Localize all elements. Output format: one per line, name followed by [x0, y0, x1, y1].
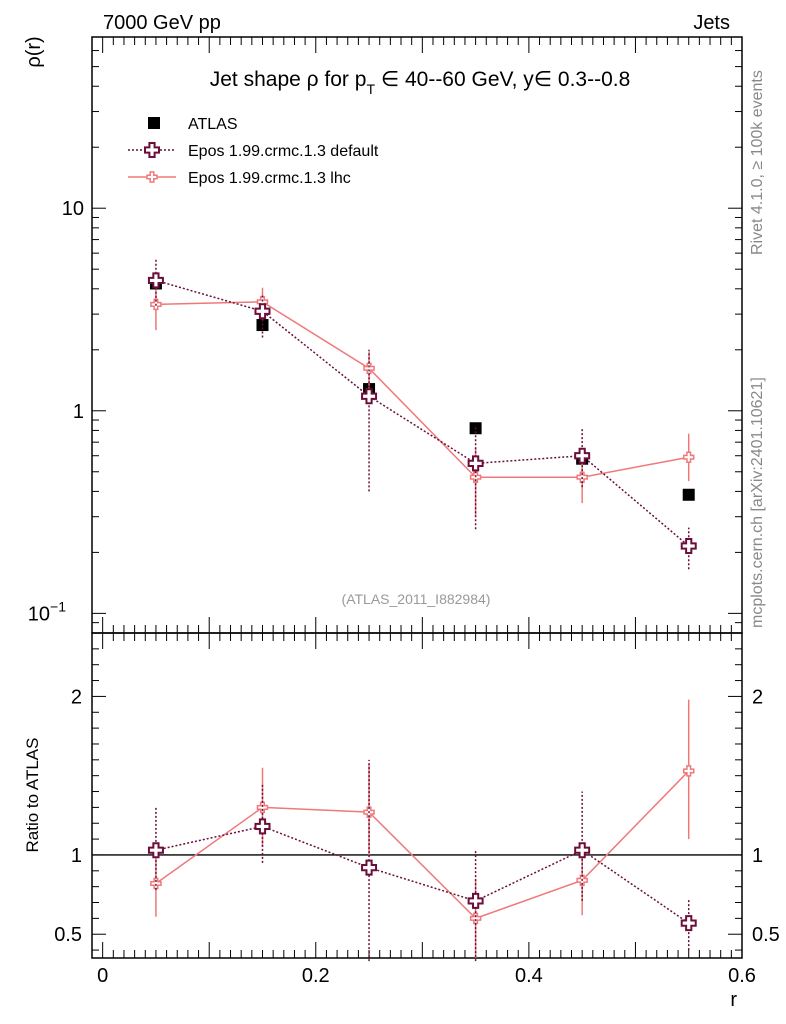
- x-tick-label: 0.2: [302, 965, 330, 987]
- legend-default-marker: [144, 142, 160, 158]
- ratio-y-tick-label-right: 1: [752, 845, 763, 867]
- default-main-point: [467, 455, 484, 472]
- main-y-tick-label: 10−1: [28, 598, 66, 625]
- ratio-plot-frame: [91, 632, 743, 959]
- ratio-y-tick-label-right: 2: [752, 686, 763, 708]
- lhc-ratio-line: [155, 770, 690, 920]
- title-subscript: T: [366, 81, 375, 97]
- main-y-tick-label: 10: [62, 198, 84, 220]
- default-ratio-point: [467, 892, 484, 909]
- analysis-id-label: (ATLAS_2011_I882984): [342, 591, 491, 607]
- lhc-ratio-point: [150, 877, 162, 890]
- lhc-ratio-point: [682, 765, 695, 777]
- ratio-y-tick-label-left: 1: [71, 845, 82, 867]
- title-suffix: ∈ 40--60 GeV, y∈ 0.3--0.8: [375, 68, 630, 91]
- x-axis-label: r: [730, 989, 737, 1011]
- atlas-data-point: [682, 488, 695, 501]
- x-tick-label: 0: [97, 965, 108, 987]
- default-main-point: [680, 538, 697, 555]
- main-title: Jet shape ρ for pT ∈ 40--60 GeV, y∈ 0.3-…: [210, 68, 631, 97]
- legend-atlas-marker: [148, 117, 160, 129]
- ratio-y-tick-label-left: 0.5: [54, 924, 82, 946]
- ratio-y-tick-label-left: 2: [71, 686, 82, 708]
- ratio-y-axis-label: Ratio to ATLAS: [23, 738, 42, 853]
- default-main-line: [155, 279, 690, 547]
- default-ratio-point: [680, 915, 697, 932]
- default-ratio-point: [574, 842, 591, 859]
- energy-label: 7000 GeV pp: [103, 12, 221, 34]
- process-label: Jets: [693, 12, 730, 34]
- lhc-ratio-point: [469, 912, 482, 925]
- default-main-point: [574, 447, 591, 464]
- default-main-point: [361, 388, 378, 405]
- legend-lhc-marker: [146, 171, 158, 183]
- default-ratio-point: [361, 859, 378, 876]
- title-prefix: Jet shape ρ for p: [210, 68, 367, 91]
- legend-atlas-label: ATLAS: [188, 116, 238, 133]
- lhc-main-point: [682, 451, 695, 463]
- x-tick-label: 0.4: [515, 965, 543, 987]
- default-main-point: [254, 303, 271, 320]
- default-ratio-point: [147, 842, 164, 859]
- default-main-point: [147, 272, 164, 289]
- legend: ATLAS Epos 1.99.crmc.1.3 default Epos 1.…: [128, 116, 379, 187]
- x-tick-label: 0.6: [728, 965, 756, 987]
- ratio-y-tick-label-right: 0.5: [752, 924, 780, 946]
- rivet-version-label: Rivet 4.1.0, ≥ 100k events: [749, 70, 766, 255]
- legend-lhc-label: Epos 1.99.crmc.1.3 lhc: [188, 170, 351, 187]
- lhc-main-point: [363, 362, 375, 375]
- main-y-axis-label: ρ(r): [23, 36, 45, 67]
- default-ratio-point: [254, 818, 271, 835]
- lhc-ratio-point: [256, 801, 269, 814]
- main-y-tick-label: 1: [73, 401, 84, 423]
- lhc-main-line: [155, 301, 689, 478]
- legend-default-label: Epos 1.99.crmc.1.3 default: [188, 143, 379, 160]
- default-ratio-line: [155, 825, 690, 924]
- source-label: mcplots.cern.ch [arXiv:2401.10621]: [749, 377, 766, 628]
